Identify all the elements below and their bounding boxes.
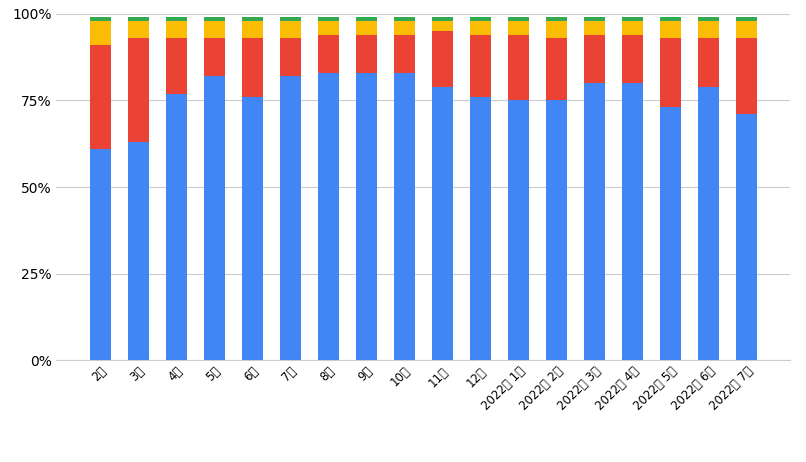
Bar bbox=[621, 21, 642, 35]
Bar bbox=[508, 35, 529, 101]
Bar bbox=[546, 38, 567, 101]
Bar bbox=[698, 38, 718, 87]
Bar bbox=[470, 18, 491, 21]
Bar bbox=[89, 21, 110, 45]
Bar bbox=[393, 73, 414, 360]
Bar bbox=[280, 76, 301, 360]
Bar bbox=[659, 18, 680, 21]
Bar bbox=[204, 18, 225, 21]
Bar bbox=[318, 35, 339, 73]
Bar bbox=[280, 21, 301, 38]
Bar bbox=[280, 18, 301, 21]
Bar bbox=[584, 35, 604, 83]
Bar bbox=[621, 83, 642, 360]
Bar bbox=[736, 21, 757, 38]
Bar bbox=[736, 38, 757, 115]
Bar bbox=[242, 21, 263, 38]
Bar bbox=[546, 18, 567, 21]
Bar bbox=[355, 21, 376, 35]
Bar bbox=[698, 21, 718, 38]
Bar bbox=[280, 38, 301, 76]
Legend: 코빗, 코인원, 빗썸, 업비트: 코빗, 코인원, 빗썸, 업비트 bbox=[304, 460, 542, 462]
Bar bbox=[508, 21, 529, 35]
Bar bbox=[89, 45, 110, 149]
Bar bbox=[659, 38, 680, 108]
Bar bbox=[508, 101, 529, 360]
Bar bbox=[355, 18, 376, 21]
Bar bbox=[128, 21, 148, 38]
Bar bbox=[89, 149, 110, 360]
Bar bbox=[355, 73, 376, 360]
Bar bbox=[584, 83, 604, 360]
Bar bbox=[432, 87, 453, 360]
Bar bbox=[470, 35, 491, 97]
Bar bbox=[393, 18, 414, 21]
Bar bbox=[318, 18, 339, 21]
Bar bbox=[393, 21, 414, 35]
Bar bbox=[508, 18, 529, 21]
Bar bbox=[166, 93, 187, 360]
Bar bbox=[621, 35, 642, 83]
Bar bbox=[204, 76, 225, 360]
Bar bbox=[393, 35, 414, 73]
Bar bbox=[659, 21, 680, 38]
Bar bbox=[546, 101, 567, 360]
Bar bbox=[736, 18, 757, 21]
Bar bbox=[584, 17, 604, 21]
Bar bbox=[470, 97, 491, 360]
Bar bbox=[621, 17, 642, 21]
Bar bbox=[128, 38, 148, 142]
Bar bbox=[698, 87, 718, 360]
Bar bbox=[242, 17, 263, 21]
Bar bbox=[204, 38, 225, 76]
Bar bbox=[166, 38, 187, 93]
Bar bbox=[128, 18, 148, 21]
Bar bbox=[584, 21, 604, 35]
Bar bbox=[166, 21, 187, 38]
Bar bbox=[736, 115, 757, 360]
Bar bbox=[89, 18, 110, 21]
Bar bbox=[242, 38, 263, 97]
Bar bbox=[659, 108, 680, 360]
Bar bbox=[204, 21, 225, 38]
Bar bbox=[470, 21, 491, 35]
Bar bbox=[166, 17, 187, 21]
Bar bbox=[318, 21, 339, 35]
Bar bbox=[432, 31, 453, 87]
Bar bbox=[355, 35, 376, 73]
Bar bbox=[432, 17, 453, 21]
Bar bbox=[432, 21, 453, 31]
Bar bbox=[698, 17, 718, 21]
Bar bbox=[242, 97, 263, 360]
Bar bbox=[128, 142, 148, 360]
Bar bbox=[318, 73, 339, 360]
Bar bbox=[546, 21, 567, 38]
